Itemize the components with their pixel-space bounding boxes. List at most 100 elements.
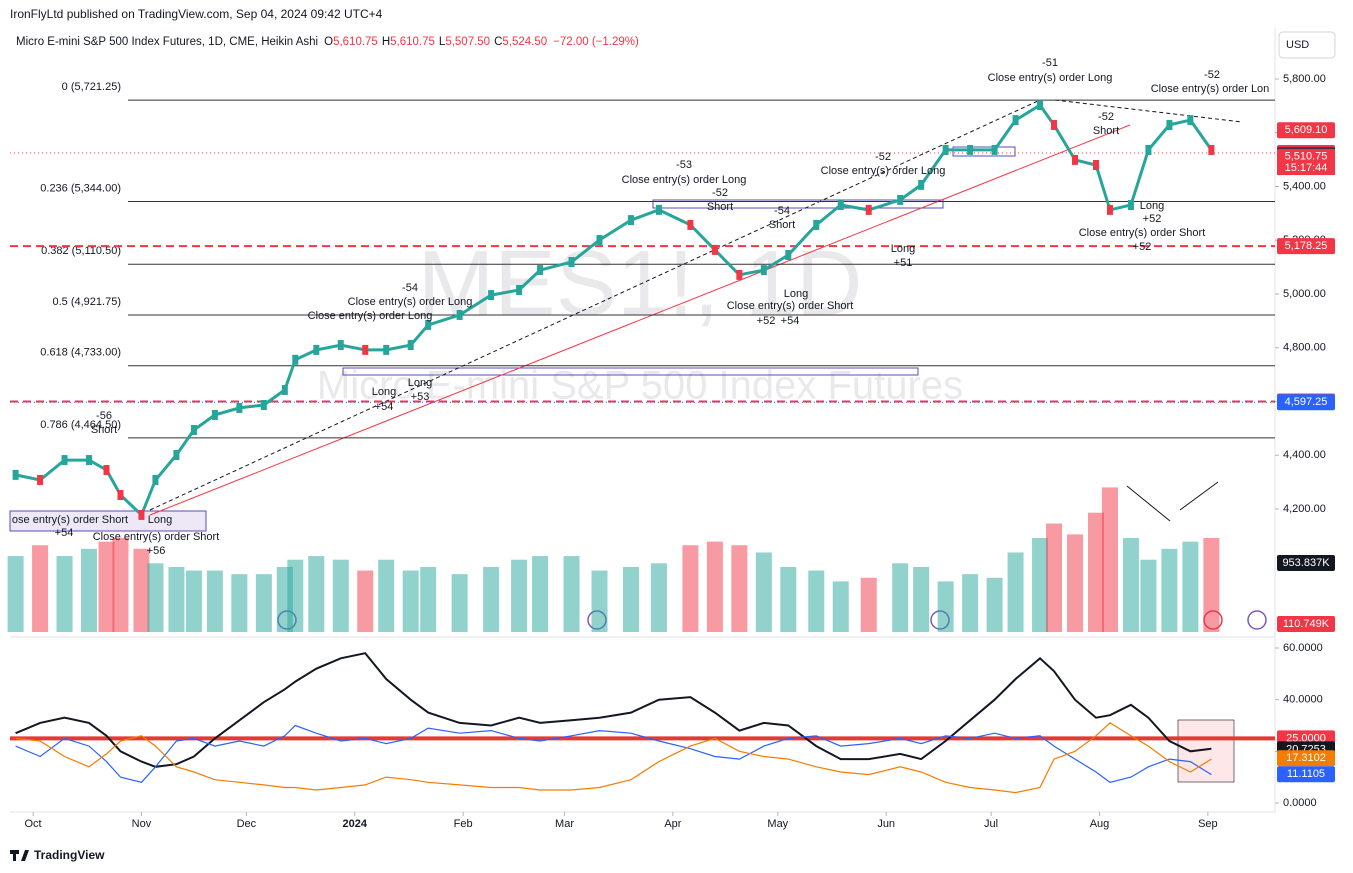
axis-badge-label: 17.3102 (1286, 752, 1326, 764)
highlight-box (1177, 719, 1235, 783)
candle (537, 265, 544, 276)
candle (760, 265, 767, 276)
ohlc-key: L (439, 36, 446, 48)
volume-bar (650, 563, 667, 632)
volume-bar (420, 566, 437, 632)
annotation: +51 (894, 257, 913, 269)
candle (86, 455, 93, 466)
axis-badge (1277, 615, 1335, 632)
annotation: Close entry(s) order Short (727, 300, 854, 312)
volume-bar (731, 545, 748, 632)
x-tick-label: 2024 (343, 818, 368, 830)
published: IronFlyLtd published on TradingView.com,… (10, 7, 383, 21)
range-box (9, 510, 207, 532)
annotation: -52 (1204, 69, 1220, 81)
trend-line (149, 99, 1041, 511)
currency[interactable]: USD (1286, 39, 1309, 51)
trend-line (1054, 99, 1243, 123)
fib-label: 0.786 (4,464.50) (40, 419, 121, 431)
range-box (342, 367, 919, 376)
annotation: -52 (1098, 111, 1114, 123)
ohlc-value: 5,524.50 (502, 36, 547, 48)
volume-bar (147, 563, 164, 632)
volume-bar (755, 552, 772, 632)
annotation: +52 (1133, 241, 1152, 253)
candle (383, 344, 390, 355)
volume-bar (378, 559, 395, 632)
x-tick-label: Nov (132, 818, 152, 830)
candle (865, 204, 872, 215)
candle (655, 204, 662, 215)
candle (61, 455, 68, 466)
candle (236, 402, 243, 413)
annotation: -54 (774, 205, 790, 217)
x-tick-label: Feb (454, 818, 473, 830)
volume-bar (185, 570, 202, 632)
axis-badge-label: 5,178.25 (1285, 240, 1328, 252)
volume-bar (937, 581, 954, 632)
candle (1072, 154, 1079, 165)
y-tick-label: 4,800.00 (1283, 342, 1326, 354)
x-tick-label: May (767, 818, 788, 830)
x-tick-label: Apr (664, 818, 681, 830)
axis-badge-label: 5,510.75 (1285, 151, 1328, 163)
volume-bar (402, 570, 419, 632)
annotation: Short (769, 219, 795, 231)
adx-line (15, 722, 1212, 794)
candle (190, 424, 197, 435)
axis-badge-label: 953.837K (1282, 557, 1330, 569)
range-box (652, 199, 944, 209)
countdown-badge (1277, 161, 1335, 176)
annotation: Close entry(s) order Short (1079, 227, 1206, 239)
annotation: -52 (875, 151, 891, 163)
annotation: Short (91, 424, 117, 436)
x-tick-label: Aug (1090, 818, 1110, 830)
candle (942, 144, 949, 155)
annotation: Close entry(s) order Long (308, 310, 433, 322)
volume-bar (1067, 534, 1084, 632)
watermark: MES1!, 1D (418, 232, 863, 334)
candle (785, 250, 792, 261)
currency-button[interactable] (1278, 31, 1336, 59)
ohlc-value: 5,507.50 (445, 36, 490, 48)
annotation: ose entry(s) order Short (12, 514, 128, 526)
axis-badge (1277, 238, 1335, 255)
annotation: +54 (781, 315, 800, 327)
volume-bar (1101, 487, 1118, 632)
adx-line (15, 652, 1212, 768)
fib-label: 0.5 (4,921.75) (53, 296, 122, 308)
annotation: Long (784, 288, 808, 300)
y-tick-label: 5,800.00 (1283, 73, 1326, 85)
x-tick-label: Jun (877, 818, 895, 830)
volume-bar (332, 559, 349, 632)
candle (488, 290, 495, 301)
annotation: Close entry(s) order Lon (1151, 83, 1270, 95)
volume-bar (231, 574, 248, 632)
fib-label: 0.618 (4,733.00) (40, 347, 121, 359)
axis-badge-label: 25.0000 (1286, 732, 1326, 744)
volume-bar (591, 570, 608, 632)
y-tick-label: 4,200.00 (1283, 503, 1326, 515)
annotation: Long (1140, 200, 1164, 212)
candle (991, 144, 998, 155)
volume-bar (168, 566, 185, 632)
candle (1037, 100, 1044, 111)
volume-bar (287, 559, 304, 632)
candle (152, 474, 159, 485)
axis-badge (1277, 122, 1335, 139)
legend: Micro E-mini S&P 500 Index Futures, 1D, … (16, 36, 639, 48)
fib-label: 0.382 (5,110.50) (41, 245, 121, 257)
axis-badge (1277, 394, 1335, 411)
candle (456, 309, 463, 320)
watermark-sub: Micro E-mini S&P 500 Index Futures (317, 364, 963, 408)
annotation: Close entry(s) order Long (622, 174, 747, 186)
volume-bar (511, 559, 528, 632)
volume-bar (112, 538, 129, 632)
annotation: Close entry(s) order Long (821, 165, 946, 177)
candle (967, 144, 974, 155)
annotation: Short (707, 201, 733, 213)
event-icon[interactable] (1247, 610, 1267, 630)
y-tick-label: 4,400.00 (1283, 449, 1326, 461)
volume-bar (1122, 538, 1139, 632)
candle (337, 340, 344, 351)
